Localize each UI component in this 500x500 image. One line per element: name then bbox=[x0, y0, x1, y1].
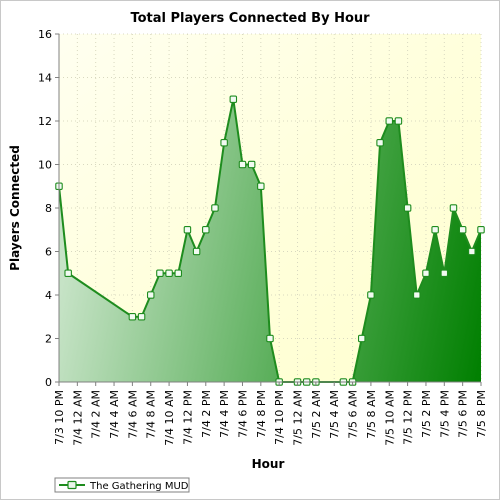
series-area-fill bbox=[59, 99, 481, 382]
x-tick-label: 7/5 8 AM bbox=[365, 390, 378, 439]
y-tick-labels: 0 2 4 6 8 10 12 14 16 bbox=[38, 28, 59, 389]
y-tick-label: 16 bbox=[38, 28, 52, 41]
data-point bbox=[183, 226, 192, 234]
data-point bbox=[211, 204, 219, 212]
data-point bbox=[422, 269, 430, 277]
x-tick-label: 7/4 2 PM bbox=[200, 390, 213, 438]
x-tick-label: 7/5 2 PM bbox=[420, 390, 433, 438]
x-tick-label: 7/5 12 PM bbox=[402, 390, 415, 445]
x-tick-label: 7/4 8 AM bbox=[145, 390, 158, 439]
x-tick-label: 7/5 4 AM bbox=[328, 390, 341, 439]
data-point bbox=[413, 291, 421, 299]
data-point bbox=[266, 334, 274, 343]
data-point bbox=[403, 204, 412, 212]
x-tick-label: 7/4 4 AM bbox=[108, 390, 121, 439]
data-point bbox=[238, 160, 247, 169]
data-point bbox=[156, 269, 164, 277]
data-point bbox=[458, 226, 467, 234]
data-point bbox=[394, 117, 403, 125]
x-tick-label: 7/4 6 AM bbox=[126, 390, 139, 439]
y-tick-label: 4 bbox=[45, 289, 52, 302]
x-tick-label: 7/5 6 PM bbox=[457, 390, 470, 438]
data-point bbox=[165, 269, 173, 277]
legend-box bbox=[54, 477, 190, 493]
y-tick-label: 6 bbox=[45, 246, 52, 259]
data-point bbox=[431, 226, 439, 234]
y-tick-label: 8 bbox=[45, 202, 52, 215]
y-tick-label: 2 bbox=[45, 333, 52, 346]
x-axis-title: Hour bbox=[252, 457, 285, 471]
chart-title: Total Players Connected By Hour bbox=[130, 11, 370, 26]
data-point bbox=[128, 312, 137, 321]
x-tick-label: 7/4 12 AM bbox=[71, 390, 84, 446]
data-point bbox=[385, 117, 394, 125]
y-axis-title: Players Connected bbox=[8, 145, 22, 271]
x-tick-label: 7/5 12 AM bbox=[292, 390, 305, 446]
x-tick-label: 7/4 6 PM bbox=[236, 390, 249, 438]
x-tick-label: 7/5 2 AM bbox=[310, 390, 323, 439]
data-point bbox=[357, 334, 366, 343]
data-point bbox=[376, 139, 384, 147]
data-point bbox=[146, 291, 155, 299]
data-point bbox=[247, 160, 256, 169]
data-point bbox=[202, 226, 210, 234]
y-tick-label: 10 bbox=[38, 159, 52, 172]
legend: The Gathering MUD bbox=[54, 477, 190, 493]
y-tick-label: 14 bbox=[38, 72, 52, 85]
x-tick-labels: 7/3 10 PM 7/4 12 AM 7/4 2 AM 7/4 4 AM 7/4 6 … bbox=[53, 382, 488, 446]
data-point bbox=[64, 269, 72, 277]
data-point bbox=[440, 269, 449, 277]
x-tick-label: 7/5 8 PM bbox=[475, 390, 488, 438]
x-tick-label: 7/4 10 AM bbox=[163, 390, 176, 446]
data-point bbox=[468, 247, 476, 256]
legend-label: The Gathering MUD bbox=[89, 481, 189, 492]
legend-swatch-marker bbox=[67, 480, 77, 490]
series-markers bbox=[55, 95, 485, 386]
x-tick-label: 7/4 12 PM bbox=[181, 390, 194, 445]
x-tick-label: 7/3 10 PM bbox=[53, 390, 66, 445]
x-tick-label: 7/4 10 PM bbox=[273, 390, 286, 445]
data-point bbox=[257, 182, 265, 191]
x-tick-label: 7/5 10 AM bbox=[383, 390, 396, 446]
data-point bbox=[220, 139, 228, 147]
x-tick-label: 7/4 4 PM bbox=[218, 390, 231, 438]
y-tick-label: 12 bbox=[38, 115, 52, 128]
data-point bbox=[192, 247, 201, 256]
x-tick-label: 7/5 4 PM bbox=[438, 390, 451, 438]
x-tick-label: 7/4 8 PM bbox=[255, 390, 268, 438]
data-point bbox=[367, 291, 375, 299]
data-point bbox=[229, 95, 238, 104]
data-point bbox=[174, 269, 183, 277]
data-point bbox=[477, 226, 485, 234]
x-tick-label: 7/5 6 AM bbox=[347, 390, 360, 439]
data-point bbox=[137, 312, 146, 321]
data-point bbox=[449, 204, 458, 212]
x-tick-label: 7/4 2 AM bbox=[90, 390, 103, 439]
y-tick-label: 0 bbox=[45, 376, 52, 389]
